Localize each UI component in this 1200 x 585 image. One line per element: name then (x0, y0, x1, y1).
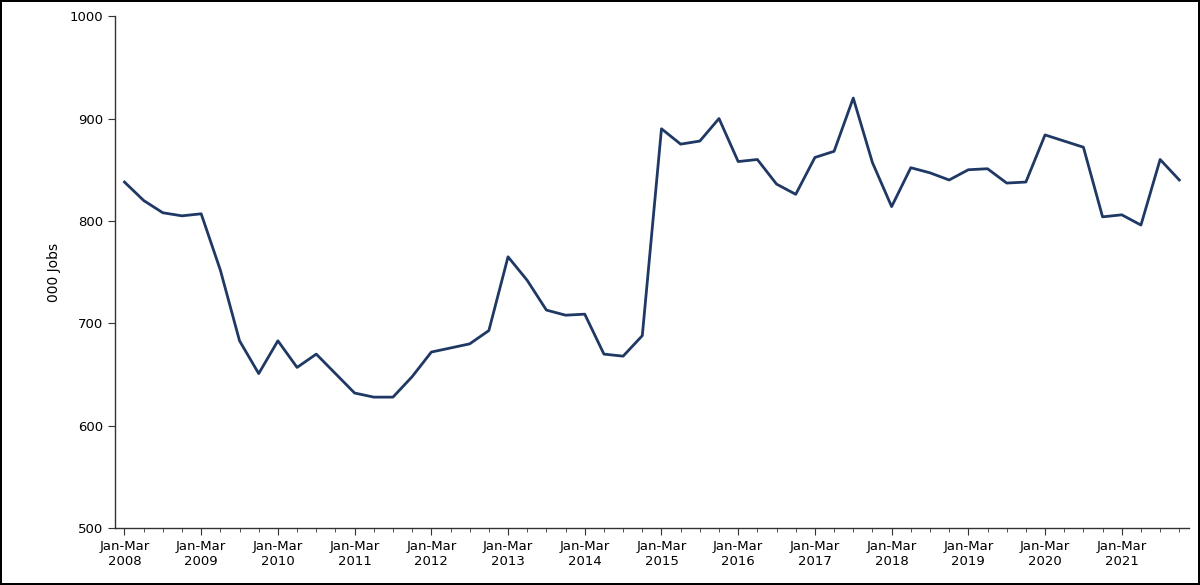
Y-axis label: 000 Jobs: 000 Jobs (47, 243, 61, 302)
